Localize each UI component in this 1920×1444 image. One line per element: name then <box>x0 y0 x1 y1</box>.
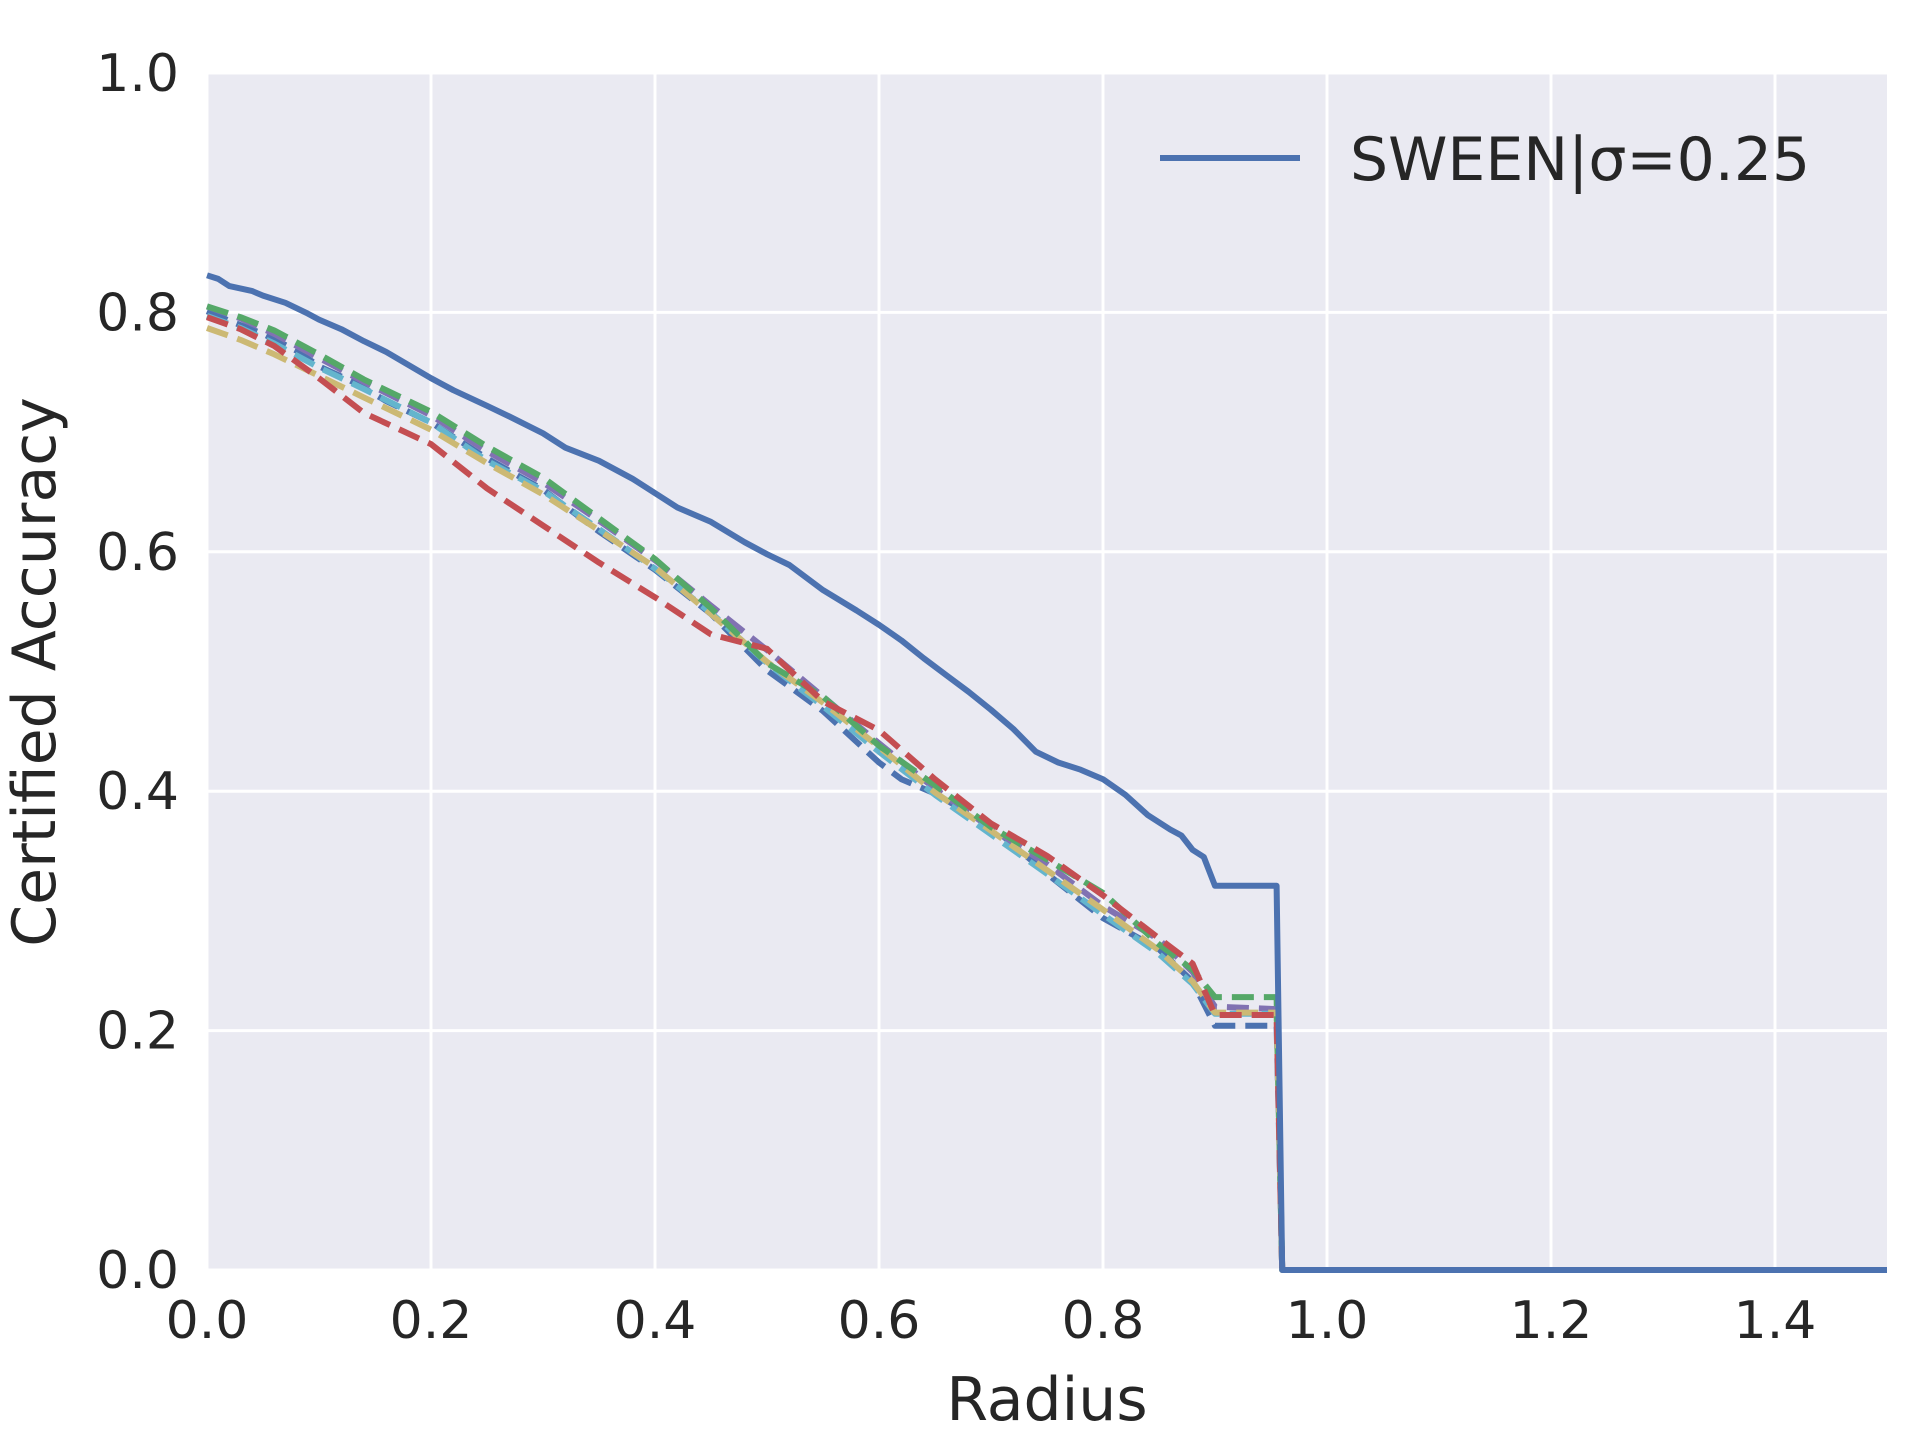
x-tick-label: 0.6 <box>838 1291 921 1351</box>
y-tick-label: 0.6 <box>96 523 179 583</box>
x-tick-label: 0.0 <box>166 1291 249 1351</box>
y-tick-label: 0.2 <box>96 1002 179 1062</box>
series-line-sween-0-25 <box>206 272 1887 1273</box>
legend: SWEEN|σ=0.25 <box>1160 125 1810 195</box>
y-tick-label: 0.4 <box>96 762 179 822</box>
x-tick-label: 0.2 <box>390 1291 473 1351</box>
y-tick-label: 0.8 <box>96 283 179 343</box>
y-tick-label: 0.0 <box>96 1241 179 1301</box>
x-tick-label: 0.8 <box>1062 1291 1145 1351</box>
series-line-dashed-yellow <box>205 325 1887 1273</box>
x-tick-label: 1.0 <box>1286 1291 1369 1351</box>
y-axis-label: Certified Accuracy <box>0 397 70 946</box>
series-lines <box>205 272 1887 1273</box>
x-tick-label: 1.2 <box>1510 1291 1593 1351</box>
y-tick-label: 1.0 <box>96 44 179 104</box>
legend-label: SWEEN|σ=0.25 <box>1350 125 1810 195</box>
grid-lines <box>205 71 1887 1272</box>
x-tick-label: 0.4 <box>614 1291 697 1351</box>
x-tick-label: 1.4 <box>1734 1291 1817 1351</box>
plot-background <box>207 73 1887 1270</box>
x-axis-label: Radius <box>946 1365 1147 1435</box>
series-line-dashed-red <box>205 314 1887 1273</box>
tick-labels: 0.0 0.2 0.4 0.6 0.8 1.0 1.2 1.4 0.0 0.2 0.4 0.6 0.8 1… <box>96 44 1816 1351</box>
